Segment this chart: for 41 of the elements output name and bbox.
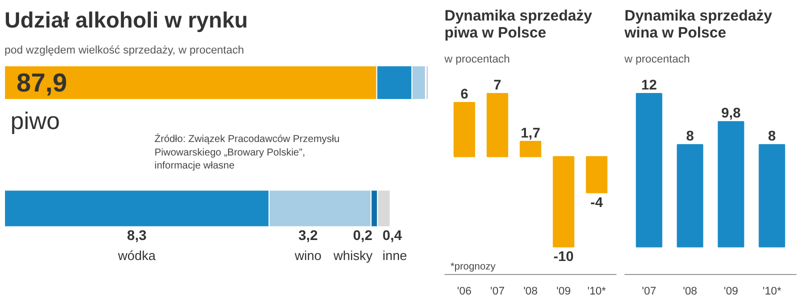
- data-label: 1,7: [520, 124, 540, 140]
- data-label: 6: [460, 86, 468, 102]
- data-label: 87,9: [16, 68, 68, 98]
- x-tick-label: '10*: [762, 286, 782, 298]
- data-label: 9,8: [721, 104, 741, 121]
- data-label: 8: [768, 128, 776, 144]
- data-label: 3,2: [298, 226, 318, 243]
- bar: [454, 102, 476, 158]
- data-label: 0,2: [353, 226, 373, 243]
- chart-subtitle: w procentach: [444, 54, 510, 66]
- bar: [486, 93, 508, 158]
- x-tick-label: '07: [490, 286, 505, 298]
- text: *prognozy: [450, 262, 496, 272]
- x-tick-label: '08: [682, 286, 698, 298]
- chart-title: Udział alkoholi w rynku: [4, 8, 248, 32]
- x-tick-label: '09: [556, 286, 571, 298]
- data-label: 7: [494, 76, 502, 93]
- data-label: 0,4: [382, 226, 402, 243]
- chart-subtitle: w procentach: [624, 54, 690, 66]
- data-label: 8: [686, 128, 694, 144]
- series-label: inne: [382, 248, 408, 263]
- data-label: -4: [590, 194, 604, 210]
- chart-title: Dynamika sprzedaży wina w Polsce: [624, 8, 773, 42]
- bar: [520, 140, 542, 158]
- annotation: Źródło: Związek Pracodawców Przemysłu Piwowarskiego „Browary Polskie”, informacje własne: [154, 133, 340, 172]
- x-tick-label: '07: [642, 286, 656, 298]
- chart-title: Dynamika sprzedaży piwa w Polsce: [444, 8, 593, 42]
- data-label: -10: [553, 248, 574, 264]
- series-label: wino: [294, 248, 322, 263]
- x-tick-label: '10*: [587, 286, 607, 298]
- x-tick-label: '06: [457, 286, 472, 298]
- data-label: 8,3: [127, 226, 147, 243]
- data-label: 12: [641, 76, 658, 93]
- chart-subtitle: pod względem wielkość sprzedaży, w procentach: [4, 44, 244, 56]
- series-label: wódka: [117, 248, 156, 263]
- x-tick-label: '08: [523, 286, 538, 298]
- series-label: whisky: [332, 248, 373, 263]
- bar: [586, 156, 608, 194]
- series-label: piwo: [10, 108, 60, 135]
- bar: [552, 156, 574, 248]
- x-tick-label: '09: [724, 286, 738, 298]
